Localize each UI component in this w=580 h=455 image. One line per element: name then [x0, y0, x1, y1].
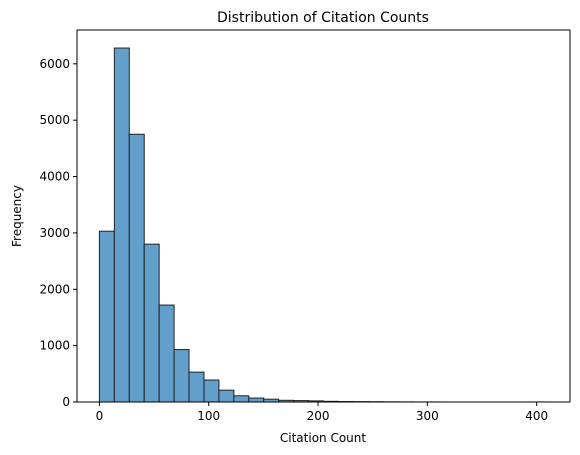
y-tick-label: 1000 [39, 339, 70, 353]
y-tick-label: 2000 [39, 282, 70, 296]
bar [158, 304, 175, 403]
bar [248, 397, 265, 403]
bar [218, 389, 235, 403]
bar [173, 349, 190, 403]
bar [188, 371, 205, 403]
y-axis-label: Frequency [10, 185, 24, 247]
chart-title: Distribution of Citation Counts [217, 10, 429, 26]
x-tick-label: 0 [96, 409, 104, 423]
bar [98, 230, 115, 403]
y-tick-label: 0 [62, 395, 70, 409]
y-tick-label: 5000 [39, 113, 70, 127]
x-tick-label: 200 [307, 409, 330, 423]
plot-frame [76, 29, 571, 403]
x-tick-label: 400 [525, 409, 548, 423]
bar [233, 395, 250, 403]
bar [203, 379, 220, 403]
x-tick-label: 100 [197, 409, 220, 423]
bar [143, 243, 160, 403]
x-tick-label: 300 [416, 409, 439, 423]
y-tick-label: 3000 [39, 226, 70, 240]
x-axis-label: Citation Count [280, 431, 367, 445]
bar [128, 133, 145, 403]
y-tick-label: 6000 [39, 57, 70, 71]
bar [113, 47, 130, 403]
y-tick-label: 4000 [39, 170, 70, 184]
